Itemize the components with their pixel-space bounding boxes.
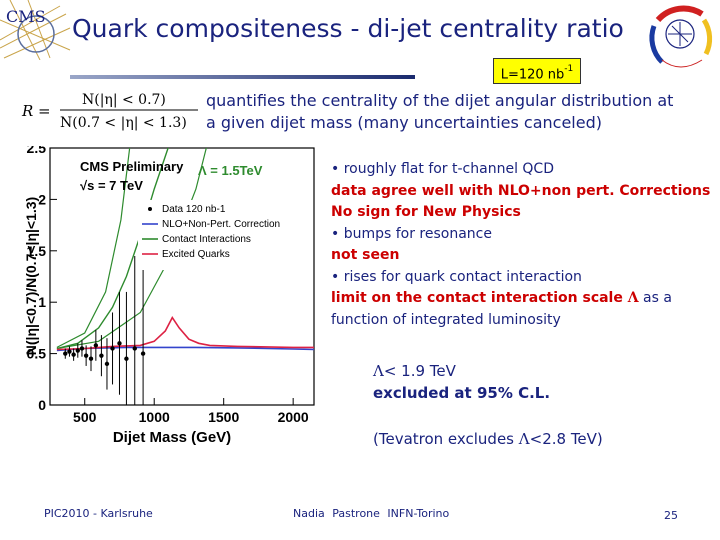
x-tick-label: 2000	[278, 409, 309, 425]
data-point	[88, 356, 94, 361]
data-point	[71, 352, 76, 357]
y-axis-label: N(|η|<0.7)/N(0.7<|η|<1.3)	[23, 197, 39, 355]
title-rule	[70, 66, 415, 79]
bullet-limit-tail: as a	[638, 290, 672, 306]
data-point	[63, 351, 68, 356]
formula-description: quantifies the centrality of the dijet a…	[206, 91, 674, 132]
lambda-symbol: Λ	[373, 362, 384, 380]
bullet-limit-text: limit on the contact interaction scale	[331, 290, 628, 306]
conference-logo	[640, 0, 720, 80]
x-tick-label: 1000	[139, 409, 170, 425]
cms-logo: CMS	[0, 0, 72, 61]
legend-entry: Excited Quarks	[162, 249, 230, 260]
limit-cl: excluded at 95% C.L.	[373, 384, 551, 402]
data-point	[140, 351, 146, 356]
footer-author: Nadia Pastrone INFN-Torino	[293, 507, 450, 520]
bullet-line: function of integrated luminosity	[331, 311, 561, 328]
tevatron-note: (Tevatron excludes Λ<2.8 TeV)	[373, 430, 693, 448]
lambda-symbol: Λ	[627, 290, 639, 306]
limit-value: < 1.9 TeV	[383, 362, 456, 380]
data-point	[124, 356, 129, 361]
plot-lambda-label: Λ = 1.5TeV	[198, 163, 263, 178]
data-point	[110, 346, 115, 351]
formula-numerator: N(|η| < 0.7)	[82, 92, 166, 108]
plot-legend: Data 120 nb-1 NLO+Non-Pert. Correction Con…	[138, 200, 302, 270]
lambda-symbol: Λ	[518, 430, 530, 448]
data-point	[83, 353, 89, 358]
excited-quark-curve	[56, 316, 314, 351]
legend-marker	[148, 207, 152, 211]
x-tick-label: 500	[73, 409, 97, 425]
contact-interaction-curve	[56, 148, 131, 348]
y-tick-label: 2.5	[27, 146, 47, 156]
limit-result: Λ< 1.9 TeV excluded at 95% C.L.	[373, 360, 693, 404]
y-tick-label: 1	[38, 294, 46, 310]
bullet-list: • roughly flat for t-channel QCD data ag…	[331, 159, 711, 331]
y-tick-label: 2	[38, 191, 46, 207]
bullet-line: data agree well with NLO+non pert. Corre…	[331, 182, 711, 199]
bullet-line: not seen	[331, 247, 400, 263]
plot-header-2: √s = 7 TeV	[80, 178, 143, 193]
legend-entry: Contact Interactions	[162, 234, 251, 245]
bullet-line: • bumps for resonance	[331, 225, 492, 242]
bullet-line: • rises for quark contact interaction	[331, 268, 582, 285]
plot-frame	[49, 147, 315, 406]
formula-lhs: R =	[21, 102, 51, 120]
x-tick-label: 1500	[208, 409, 239, 425]
luminosity-badge: L=120 nb-1	[493, 58, 581, 84]
legend-entry: Data 120 nb-1	[162, 204, 226, 215]
luminosity-label: L=120 nb	[500, 67, 565, 83]
data-point	[75, 348, 80, 353]
bullet-line: No sign for New Physics	[331, 204, 521, 220]
contact-interaction-curve	[56, 148, 207, 350]
footer-conference: PIC2010 - Karlsruhe	[44, 507, 153, 520]
contact-interaction-curve	[56, 148, 169, 350]
data-point	[99, 353, 104, 358]
luminosity-exponent: -1	[564, 64, 574, 74]
legend-entry: NLO+Non-Pert. Correction	[162, 219, 280, 230]
data-point	[93, 343, 99, 348]
y-tick-label: 0.5	[27, 346, 47, 362]
data-point	[104, 361, 110, 367]
tevatron-pre: (Tevatron excludes	[373, 430, 519, 448]
plot-header-1: CMS Preliminary	[80, 159, 184, 174]
x-axis-label: Dijet Mass (GeV)	[113, 429, 231, 446]
data-point	[132, 346, 137, 351]
data-point	[79, 346, 85, 351]
slide-title: Quark compositeness - di-jet centrality …	[72, 14, 624, 43]
formula-denominator: N(0.7 < |η| < 1.3)	[60, 115, 187, 131]
ratio-formula: R = N(|η| < 0.7) N(0.7 < |η| < 1.3)	[20, 88, 200, 134]
bullet-line-limit: limit on the contact interaction scale Λ…	[331, 288, 711, 310]
centrality-ratio-plot: 0 0.5 1 1.5 2 2.5 500 1000 1500 2000 CMS Prelimin…	[20, 140, 320, 452]
data-point	[117, 341, 122, 346]
y-tick-label: 0	[38, 397, 46, 413]
tevatron-post: <2.8 TeV)	[529, 430, 603, 448]
cms-logo-text: CMS	[6, 7, 46, 26]
bullet-line: • roughly flat for t-channel QCD	[331, 161, 554, 177]
page-number: 25	[664, 509, 678, 522]
data-point	[67, 349, 72, 354]
y-tick-label: 1.5	[27, 243, 47, 259]
